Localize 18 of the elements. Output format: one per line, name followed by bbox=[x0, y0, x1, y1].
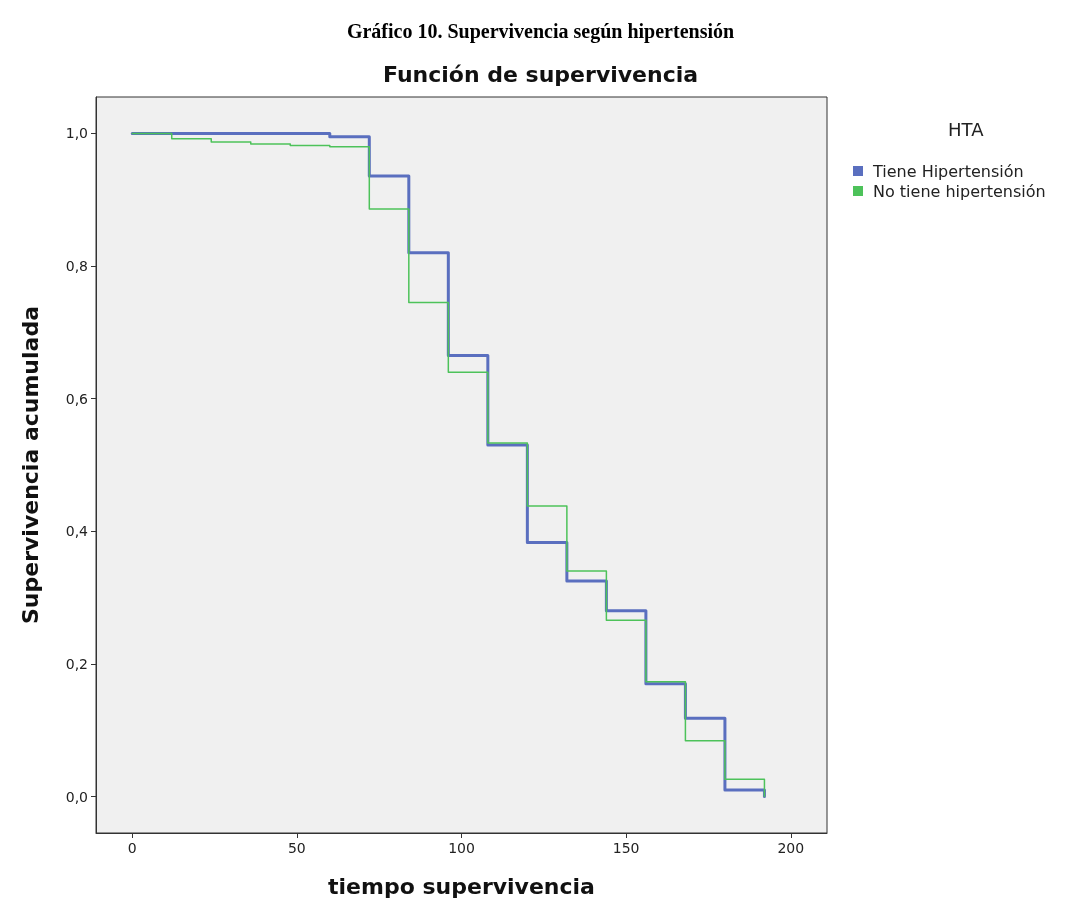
chart-subtitle: Función de supervivencia bbox=[383, 61, 699, 87]
x-tick-label: 100 bbox=[448, 840, 475, 856]
x-tick-label: 150 bbox=[612, 840, 640, 856]
x-tick-label: 200 bbox=[777, 840, 805, 856]
x-tick-label: 50 bbox=[287, 840, 306, 856]
y-tick-label: 0,4 bbox=[65, 523, 89, 540]
y-tick-label: 0,0 bbox=[65, 788, 88, 805]
y-tick-label: 1,0 bbox=[65, 125, 88, 142]
legend-label: Tiene Hipertensión bbox=[872, 161, 1024, 181]
x-tick-label: 0 bbox=[127, 840, 137, 856]
legend-label: No tiene hipertensión bbox=[873, 181, 1046, 201]
y-tick-label: 0,8 bbox=[65, 258, 88, 275]
chart-title: Gráfico 10. Supervivencia según hipertensión bbox=[346, 20, 735, 43]
y-tick-label: 0,6 bbox=[65, 390, 89, 407]
y-axis-title: Supervivencia acumulada bbox=[17, 305, 43, 625]
x-axis-title: tiempo supervivencia bbox=[328, 873, 595, 899]
legend-title: HTA bbox=[948, 118, 985, 140]
y-tick-label: 0,2 bbox=[65, 655, 88, 672]
